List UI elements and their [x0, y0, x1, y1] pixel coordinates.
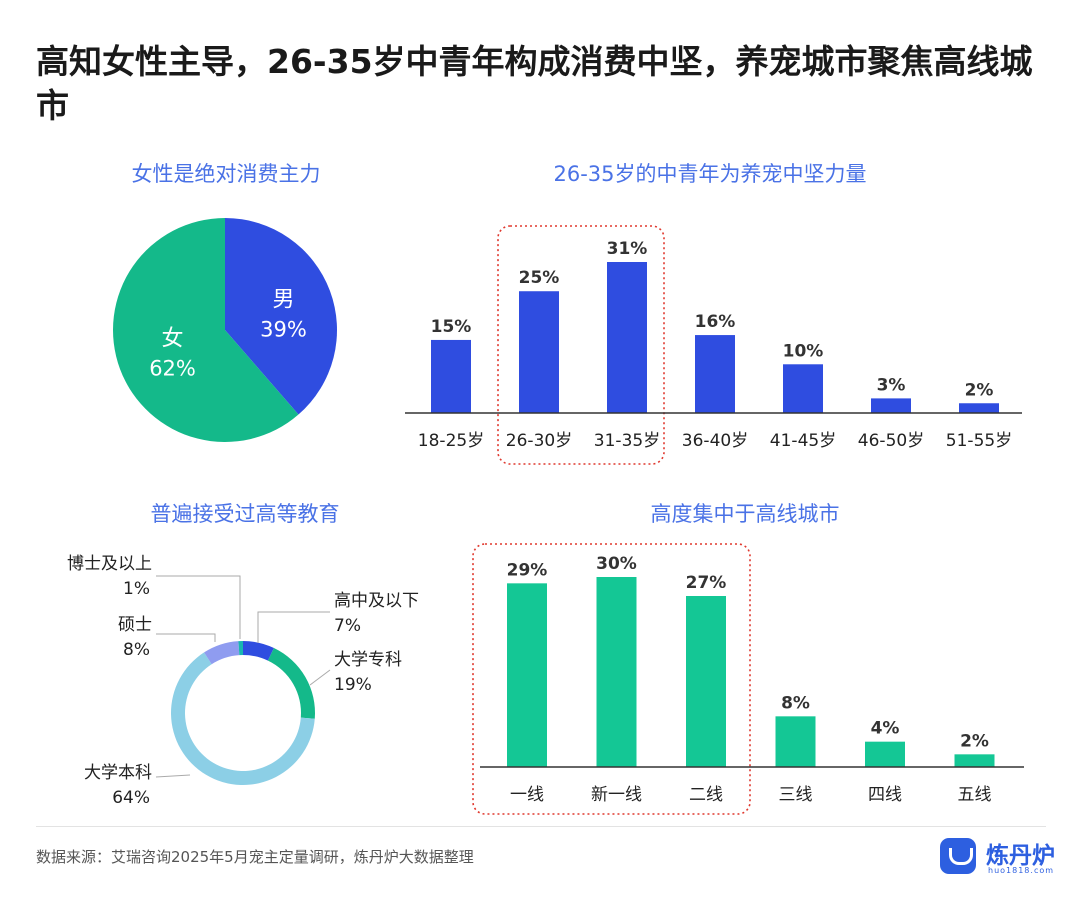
brand-url: huo1818.com — [988, 866, 1055, 875]
city-category-label: 四线 — [868, 785, 902, 805]
age-value-label: 3% — [877, 375, 906, 395]
footer-divider — [36, 826, 1046, 827]
age-highlight-box — [497, 225, 665, 465]
age-category-label: 46-50岁 — [858, 431, 924, 451]
city-bar-2 — [686, 596, 726, 767]
age-bar-4 — [783, 364, 823, 413]
city-highlight-box — [472, 543, 751, 815]
city-bar-4 — [865, 741, 905, 767]
gender-slice-0 — [225, 218, 337, 415]
age-value-label: 31% — [607, 239, 648, 259]
education-leader-line — [156, 575, 241, 639]
gender-slice-1 — [113, 218, 299, 442]
city-category-label: 五线 — [958, 785, 992, 805]
age-bar-2 — [607, 262, 647, 413]
page-title: 高知女性主导，26-35岁中青年构成消费中坚，养宠城市聚焦高线城市 — [36, 42, 1033, 125]
gender-slice-value: 62% — [149, 357, 196, 381]
education-slice-label: 高中及以下 — [334, 591, 419, 611]
education-slice-label: 博士及以上 — [67, 554, 152, 574]
city-value-label: 30% — [596, 554, 637, 574]
age-bar-chart: 15% 18-25岁 25% 26-30岁 31% 31-35岁 16% 36-40岁 10% 4… — [405, 225, 1022, 465]
gender-chart-title: 女性是绝对消费主力 — [131, 162, 321, 186]
education-slice-value: 19% — [334, 675, 372, 695]
city-category-label: 二线 — [689, 785, 723, 805]
age-category-label: 31-35岁 — [594, 431, 660, 451]
city-value-label: 4% — [871, 719, 900, 739]
education-slice-3 — [204, 641, 240, 665]
gender-slice-label: 男 — [272, 287, 294, 312]
age-category-label: 41-45岁 — [770, 431, 836, 451]
education-slice-value: 8% — [123, 640, 150, 660]
age-value-label: 16% — [695, 312, 736, 332]
age-bar-1 — [519, 291, 559, 413]
education-slice-value: 64% — [112, 788, 150, 808]
city-bar-chart: 29% 一线 30% 新一线 27% 二线 8% 三线 4% 四线 2% 五线 — [472, 543, 1024, 815]
age-category-label: 36-40岁 — [682, 431, 748, 451]
age-bar-6 — [959, 403, 999, 413]
age-category-label: 51-55岁 — [946, 431, 1012, 451]
age-bar-0 — [431, 339, 471, 413]
brand-logo: 炼丹炉 huo1818.com — [940, 836, 1055, 878]
city-value-label: 29% — [507, 560, 548, 580]
education-slice-0 — [243, 641, 274, 661]
education-leader-line — [155, 774, 191, 778]
city-category-label: 三线 — [779, 785, 813, 805]
cauldron-icon — [940, 838, 976, 874]
city-category-label: 新一线 — [591, 785, 642, 805]
education-leader-line — [309, 669, 331, 686]
age-category-label: 18-25岁 — [418, 431, 484, 451]
education-slice-4 — [238, 641, 243, 656]
brand-name: 炼丹炉 — [986, 843, 1055, 869]
source-note: 数据来源：艾瑞咨询2025年5月宠主定量调研，炼丹炉大数据整理 — [36, 848, 474, 866]
city-bar-1 — [596, 577, 637, 767]
age-value-label: 2% — [965, 380, 994, 400]
education-slice-label: 大学专科 — [334, 650, 402, 670]
education-leader-line — [156, 633, 216, 642]
age-value-label: 10% — [783, 341, 824, 361]
education-slice-label: 大学本科 — [84, 763, 152, 783]
education-slice-1 — [267, 647, 315, 719]
city-bar-0 — [507, 583, 547, 767]
education-donut-chart: 高中及以下 7% 大学专科 19% 大学本科 64% 硕士 8% 博士及以上 1% — [67, 554, 419, 808]
gender-slice-value: 39% — [260, 317, 307, 341]
education-leader-line — [257, 611, 330, 643]
city-chart-title: 高度集中于高线城市 — [650, 502, 840, 526]
city-value-label: 2% — [960, 731, 989, 751]
city-value-label: 8% — [781, 693, 810, 713]
age-value-label: 15% — [431, 317, 472, 337]
age-bar-3 — [695, 335, 735, 413]
education-slice-label: 硕士 — [118, 615, 152, 635]
education-slice-value: 7% — [334, 616, 361, 636]
education-slice-value: 1% — [123, 579, 150, 599]
city-value-label: 27% — [686, 573, 727, 593]
city-bar-3 — [775, 716, 816, 767]
age-chart-title: 26-35岁的中青年为养宠中坚力量 — [553, 162, 867, 186]
age-bar-5 — [871, 398, 911, 413]
city-bar-5 — [954, 754, 995, 767]
education-chart-title: 普遍接受过高等教育 — [150, 502, 340, 526]
age-value-label: 25% — [519, 268, 560, 288]
age-category-label: 26-30岁 — [506, 431, 572, 451]
gender-pie-chart: 男 39% 女 62% — [113, 218, 337, 442]
gender-slice-label: 女 — [162, 327, 184, 352]
city-category-label: 一线 — [510, 785, 544, 805]
